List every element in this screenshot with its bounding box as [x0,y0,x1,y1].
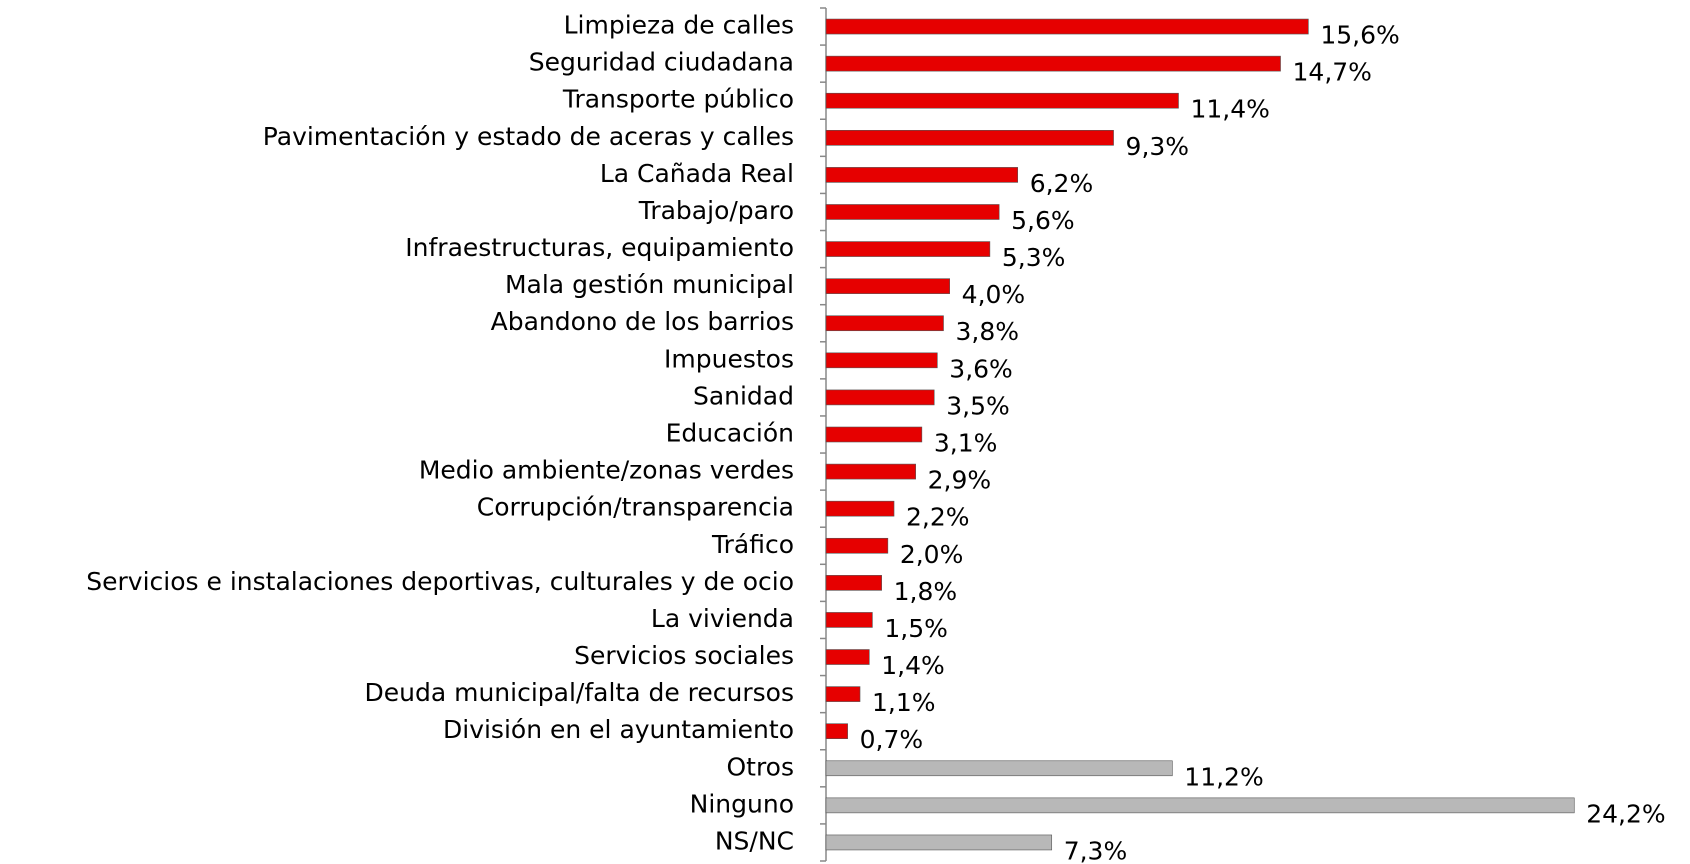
category-label: Infraestructuras, equipamiento [405,233,794,262]
value-label: 1,8% [894,577,958,606]
value-label: 0,7% [860,725,924,754]
bar [825,575,882,591]
bar [825,649,870,665]
value-label: 6,2% [1030,169,1094,198]
category-label: Tráfico [711,530,794,559]
value-label: 9,3% [1126,132,1190,161]
bar [825,760,1173,777]
category-label: Sanidad [693,381,794,410]
bar [825,686,861,702]
bar [825,278,950,294]
bar [825,167,1019,183]
bar [825,92,1179,109]
category-label: NS/NC [715,826,794,855]
category-label: Servicios sociales [574,641,794,670]
bar [825,204,1000,220]
category-label: Medio ambiente/zonas verdes [419,456,794,485]
value-label: 1,5% [884,614,948,643]
category-label: La vivienda [651,604,794,633]
value-label: 11,4% [1190,95,1269,124]
value-label: 24,2% [1586,799,1665,828]
value-label: 3,1% [934,429,998,458]
bar [825,723,848,739]
category-label: Limpieza de calles [564,11,794,40]
bar [825,463,916,480]
bar [825,241,991,257]
category-label: Pavimentación y estado de aceras y calle… [263,122,794,151]
bar [825,55,1281,72]
value-label: 1,1% [872,688,936,717]
category-label: Deuda municipal/falta de recursos [364,678,794,707]
category-label: División en el ayuntamiento [443,715,794,744]
category-label: Seguridad ciudadana [529,48,794,77]
category-label: Corrupción/transparencia [477,493,794,522]
value-label: 1,4% [881,651,945,680]
category-label: Transporte público [562,85,794,114]
value-label: 2,2% [906,503,970,532]
bar [825,500,895,517]
bar [825,537,889,554]
bar [825,834,1053,851]
bar [825,130,1114,146]
category-label: Impuestos [664,344,794,373]
category-label: Trabajo/paro [638,196,794,225]
value-label: 11,2% [1184,762,1263,791]
category-label: Otros [726,752,794,781]
value-label: 2,0% [900,540,964,569]
bar [825,612,873,628]
bar [825,315,944,332]
bar [825,426,923,443]
category-label: La Cañada Real [600,159,794,188]
category-label: Educación [666,419,794,448]
value-label: 5,3% [1002,243,1066,272]
value-label: 3,6% [949,354,1013,383]
value-label: 3,5% [946,391,1010,420]
value-label: 7,3% [1064,836,1128,864]
value-label: 14,7% [1293,58,1372,87]
category-label: Servicios e instalaciones deportivas, cu… [86,567,794,596]
category-label: Abandono de los barrios [491,307,794,336]
category-label: Ninguno [690,789,794,818]
value-label: 2,9% [928,466,992,495]
bar [825,18,1309,35]
category-label: Mala gestión municipal [505,270,794,299]
value-label: 3,8% [955,317,1019,346]
value-label: 5,6% [1011,206,1075,235]
bar [825,389,935,406]
bar [825,797,1575,814]
value-label: 15,6% [1320,21,1399,50]
value-label: 4,0% [962,280,1026,309]
bar [825,352,938,369]
